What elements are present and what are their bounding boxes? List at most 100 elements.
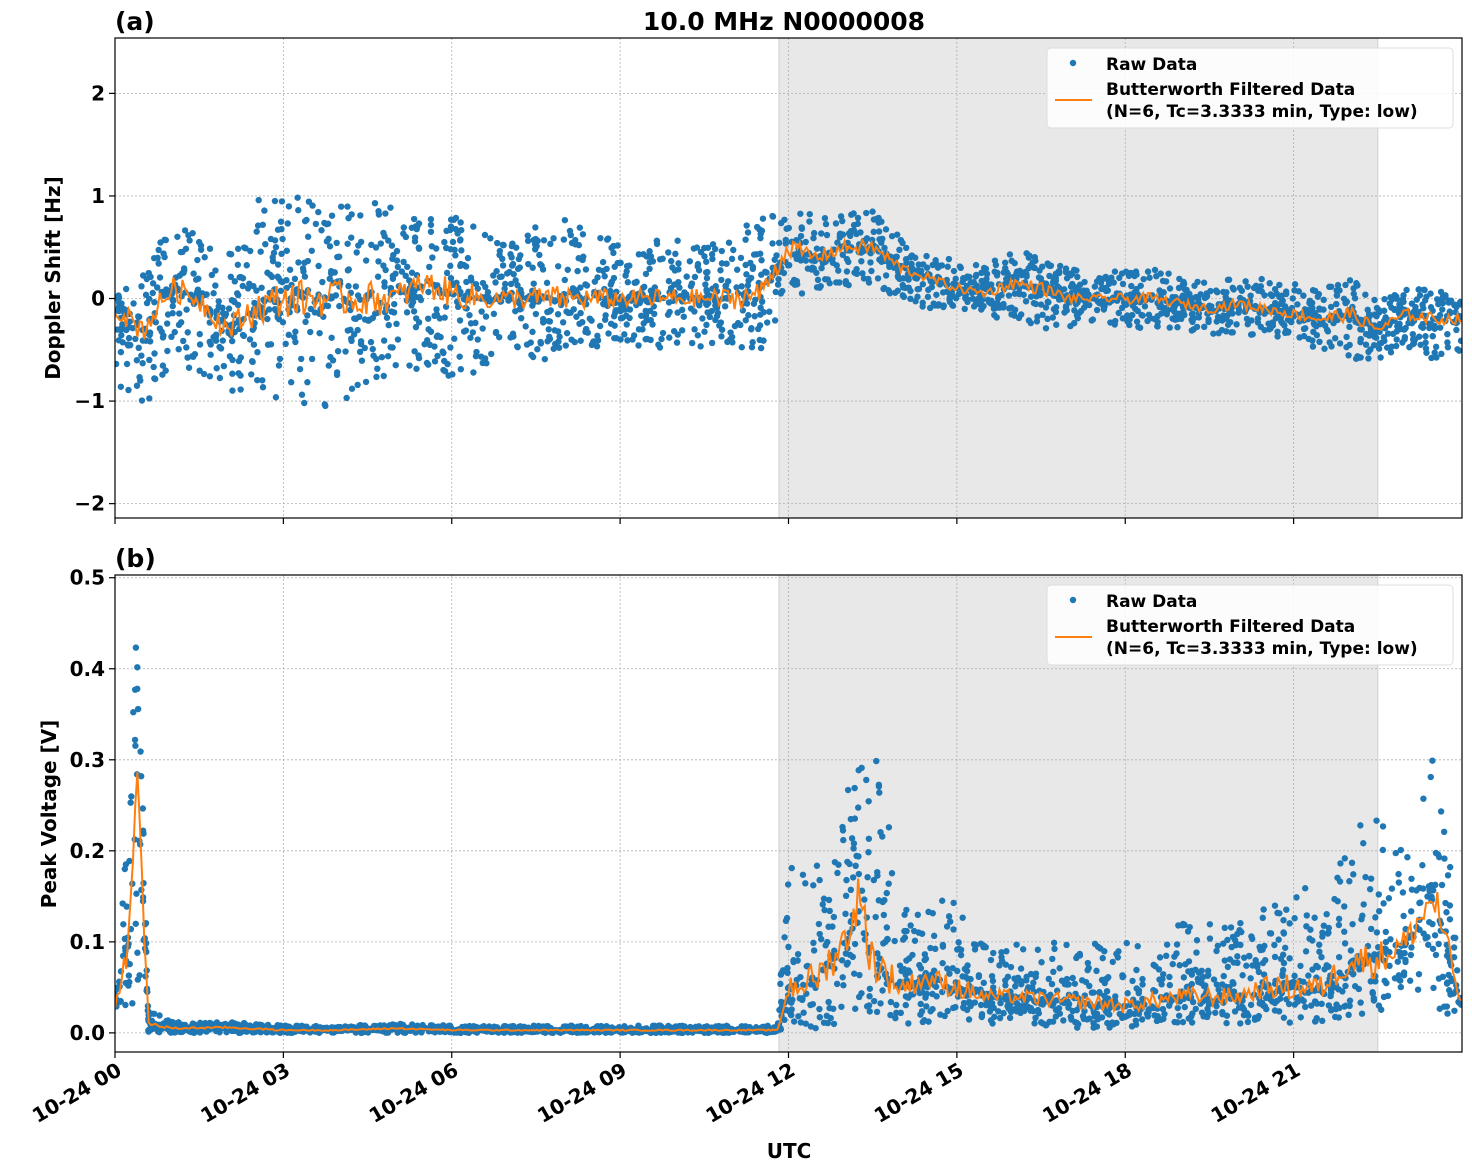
- raw-data-point: [175, 346, 181, 352]
- raw-data-point: [1212, 1010, 1218, 1016]
- raw-data-point: [918, 1001, 924, 1007]
- raw-data-point: [359, 357, 365, 363]
- raw-data-point: [665, 249, 671, 255]
- raw-data-point: [835, 267, 841, 273]
- raw-data-point: [1342, 1003, 1348, 1009]
- raw-data-point: [449, 371, 455, 377]
- raw-data-point: [654, 238, 660, 244]
- raw-data-point: [996, 962, 1002, 968]
- raw-data-point: [1203, 294, 1209, 300]
- raw-data-point: [1371, 297, 1377, 303]
- raw-data-point: [1180, 1019, 1186, 1025]
- raw-data-point: [487, 235, 493, 241]
- raw-data-point: [1294, 301, 1300, 307]
- raw-data-point: [1357, 822, 1363, 828]
- y-tick-label: −2: [74, 492, 105, 516]
- raw-data-point: [357, 212, 363, 218]
- raw-data-point: [344, 203, 350, 209]
- raw-data-point: [229, 371, 235, 377]
- raw-data-point: [254, 377, 260, 383]
- raw-data-point: [1277, 301, 1283, 307]
- raw-data-point: [1194, 324, 1200, 330]
- raw-data-point: [247, 248, 253, 254]
- raw-data-point: [802, 880, 808, 886]
- raw-data-point: [1413, 887, 1419, 893]
- raw-data-point: [940, 289, 946, 295]
- raw-data-point: [345, 327, 351, 333]
- raw-data-point: [161, 254, 167, 260]
- raw-data-point: [198, 247, 204, 253]
- raw-data-point: [795, 951, 801, 957]
- raw-data-point: [605, 235, 611, 241]
- raw-data-point: [235, 246, 241, 252]
- raw-data-point: [1408, 908, 1414, 914]
- raw-data-point: [358, 239, 364, 245]
- raw-data-point: [342, 348, 348, 354]
- raw-data-point: [164, 320, 170, 326]
- raw-data-point: [675, 266, 681, 272]
- raw-data-point: [1181, 974, 1187, 980]
- raw-data-point: [381, 373, 387, 379]
- raw-data-point: [1176, 962, 1182, 968]
- raw-data-point: [930, 910, 936, 916]
- raw-data-point: [529, 329, 535, 335]
- raw-data-point: [150, 364, 156, 370]
- raw-data-point: [129, 1000, 135, 1006]
- raw-data-point: [1096, 275, 1102, 281]
- raw-data-point: [1164, 941, 1170, 947]
- raw-data-point: [232, 278, 238, 284]
- raw-data-point: [855, 853, 861, 859]
- raw-data-point: [115, 292, 121, 298]
- raw-data-point: [264, 270, 270, 276]
- raw-data-point: [514, 343, 520, 349]
- raw-data-point: [450, 239, 456, 245]
- raw-data-point: [816, 921, 822, 927]
- raw-data-point: [967, 1000, 973, 1006]
- raw-data-point: [814, 245, 820, 251]
- raw-data-point: [929, 284, 935, 290]
- raw-data-point: [120, 921, 126, 927]
- raw-data-point: [877, 1000, 883, 1006]
- raw-data-point: [1272, 1007, 1278, 1013]
- raw-data-point: [457, 219, 463, 225]
- raw-data-point: [994, 314, 1000, 320]
- raw-data-point: [1135, 943, 1141, 949]
- raw-data-point: [1383, 939, 1389, 945]
- raw-data-point: [1307, 298, 1313, 304]
- raw-data-point: [236, 358, 242, 364]
- raw-data-point: [824, 939, 830, 945]
- raw-data-point: [1458, 338, 1464, 344]
- raw-data-point: [1276, 910, 1282, 916]
- raw-data-point: [1383, 929, 1389, 935]
- raw-data-point: [1444, 1003, 1450, 1009]
- raw-data-point: [1207, 935, 1213, 941]
- raw-data-point: [657, 344, 663, 350]
- raw-data-point: [1166, 974, 1172, 980]
- raw-data-point: [1376, 891, 1382, 897]
- raw-data-point: [1378, 1007, 1384, 1013]
- raw-data-point: [608, 321, 614, 327]
- raw-data-point: [1365, 355, 1371, 361]
- raw-data-point: [277, 356, 283, 362]
- raw-data-point: [385, 353, 391, 359]
- raw-data-point: [257, 248, 263, 254]
- raw-data-point: [425, 326, 431, 332]
- raw-data-point: [529, 265, 535, 271]
- raw-data-point: [884, 890, 890, 896]
- legend-raw-label: Raw Data: [1106, 55, 1197, 75]
- raw-data-point: [1292, 281, 1298, 287]
- raw-data-point: [912, 938, 918, 944]
- raw-data-point: [688, 283, 694, 289]
- raw-data-point: [613, 335, 619, 341]
- raw-data-point: [901, 912, 907, 918]
- raw-data-point: [672, 251, 678, 257]
- raw-data-point: [318, 227, 324, 233]
- raw-data-point: [1157, 270, 1163, 276]
- raw-data-point: [899, 240, 905, 246]
- raw-data-point: [854, 271, 860, 277]
- raw-data-point: [1056, 284, 1062, 290]
- raw-data-point: [1176, 285, 1182, 291]
- raw-data-point: [540, 318, 546, 324]
- raw-data-point: [825, 999, 831, 1005]
- raw-data-point: [1051, 946, 1057, 952]
